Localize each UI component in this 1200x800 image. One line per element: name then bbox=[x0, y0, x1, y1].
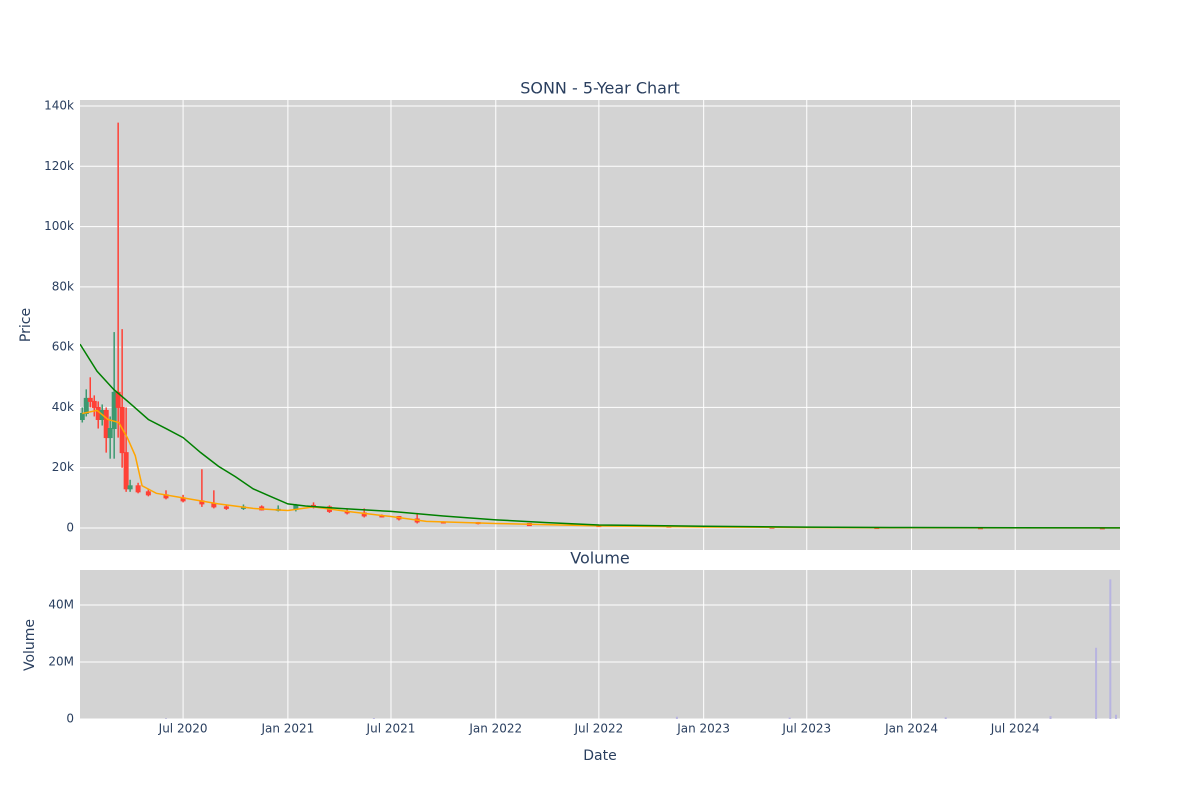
x-tick-label: Jan 2021 bbox=[260, 722, 314, 736]
y-tick-label: 0 bbox=[66, 712, 74, 726]
candle-body bbox=[211, 503, 217, 508]
y-tick-label: 60k bbox=[52, 340, 74, 354]
y-tick-label: 0 bbox=[66, 520, 74, 534]
x-tick-label: Jul 2023 bbox=[781, 722, 831, 736]
x-axis-label: Date bbox=[583, 748, 616, 764]
y-tick-label: 120k bbox=[44, 159, 74, 173]
y-tick-label: 140k bbox=[44, 99, 74, 113]
y-tick-label: 40k bbox=[52, 400, 74, 414]
candle-body bbox=[145, 491, 151, 496]
x-tick-label: Jul 2022 bbox=[573, 722, 623, 736]
candle-body bbox=[123, 452, 129, 490]
volume-bar bbox=[788, 717, 791, 719]
volume-bar bbox=[1115, 714, 1118, 719]
subplot-title: Volume bbox=[570, 549, 630, 568]
candles bbox=[80, 122, 1120, 530]
candle-body bbox=[103, 409, 109, 439]
candle-body bbox=[127, 485, 133, 490]
y-tick-label: 80k bbox=[52, 279, 74, 293]
candle-body bbox=[87, 397, 93, 402]
y-axis-label: Price bbox=[18, 308, 34, 342]
plot-background bbox=[80, 100, 1120, 550]
moving-average bbox=[80, 343, 1120, 529]
candle-body bbox=[223, 506, 229, 509]
x-tick-label: Jan 2022 bbox=[468, 722, 522, 736]
volume-bar bbox=[1049, 716, 1052, 719]
volume-bar bbox=[1109, 579, 1112, 719]
volume-bar bbox=[372, 718, 375, 719]
y-tick-label: 20M bbox=[48, 655, 74, 669]
y-tick-label: 20k bbox=[52, 460, 74, 474]
chart-title: SONN - 5-Year Chart bbox=[520, 79, 680, 98]
plot-background bbox=[80, 570, 1120, 719]
moving-average bbox=[82, 409, 1120, 529]
x-tick-label: Jul 2021 bbox=[366, 722, 416, 736]
x-tick-label: Jul 2020 bbox=[158, 722, 208, 736]
candle-body bbox=[80, 412, 85, 420]
candle-body bbox=[135, 485, 141, 493]
volume-bar bbox=[675, 716, 678, 719]
volume-bar bbox=[165, 718, 168, 719]
y-tick-label: 100k bbox=[44, 219, 74, 233]
x-tick-label: Jan 2023 bbox=[676, 722, 730, 736]
candle-body bbox=[91, 400, 97, 408]
x-tick-label: Jan 2024 bbox=[884, 722, 938, 736]
y-tick-label: 40M bbox=[48, 598, 74, 612]
candle-body bbox=[111, 391, 117, 430]
volume-bar bbox=[944, 717, 947, 719]
y-axis-label: Volume bbox=[22, 619, 38, 671]
candle-body bbox=[83, 397, 89, 414]
volume-bar bbox=[1095, 647, 1098, 719]
x-tick-label: Jul 2024 bbox=[990, 722, 1040, 736]
candle-body bbox=[107, 428, 113, 439]
